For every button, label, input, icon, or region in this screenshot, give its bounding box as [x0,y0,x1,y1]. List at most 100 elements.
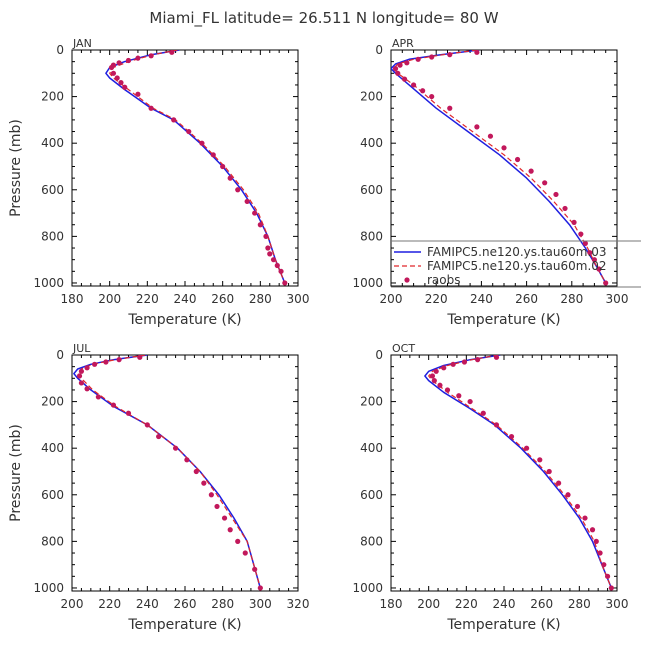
raobs-point [148,105,154,111]
y-axis-label: Pressure (mb) [8,119,24,217]
x-tick-label: 240 [470,292,493,306]
legend-entry-label: raobs [427,273,461,287]
raobs-point [244,198,250,205]
raobs-point [429,54,435,60]
y-tick-label: 200 [360,90,383,104]
raobs-point [235,187,241,193]
raobs-point [257,585,263,591]
y-tick-label: 800 [41,534,64,548]
x-axis-label: Temperature (K) [127,617,241,633]
raobs-point [135,91,141,97]
series-line-tau60m-03 [105,50,286,284]
y-tick-label: 200 [41,395,64,409]
raobs-point [76,373,83,379]
raobs-point [474,50,480,55]
x-tick-label: 260 [515,292,538,306]
raobs-point [582,515,588,521]
plot-area [391,50,609,286]
x-tick-label: 280 [211,597,234,611]
x-tick-label: 200 [61,597,84,611]
raobs-point [270,257,277,263]
y-tick-label: 0 [56,348,64,362]
raobs-point [265,245,271,251]
raobs-point [467,398,473,405]
panel-label: APR [392,37,414,50]
figure-title: Miami_FL latitude= 26.511 N longitude= 8… [149,9,498,28]
raobs-point [474,124,480,130]
raobs-point [593,538,599,544]
raobs-point [214,503,220,510]
raobs-point [144,422,150,428]
raobs-point [242,550,248,556]
x-tick-label: 300 [606,292,629,306]
raobs-point [433,368,439,374]
y-axis-label: Pressure (mb) [8,424,24,522]
y-tick-label: 600 [360,183,383,197]
raobs-point [411,82,417,88]
series-line-tau60m-02 [428,355,612,589]
raobs-point [148,53,154,59]
raobs-point [156,433,162,440]
y-tick-label: 600 [41,488,64,502]
raobs-point [480,410,486,416]
raobs-point [597,550,603,556]
y-tick-label: 600 [41,183,64,197]
raobs-point [415,56,421,62]
raobs-point [397,62,403,68]
raobs-point [199,140,205,146]
raobs-point [461,359,468,365]
y-tick-label: 400 [360,441,383,455]
x-tick-label: 260 [211,292,234,306]
plot-area [424,355,614,591]
series-line-tau60m-02 [109,50,286,284]
raobs-point [420,88,426,94]
x-tick-label: 320 [287,597,310,611]
raobs-point [562,205,568,212]
raobs-point [186,128,192,135]
raobs-point [172,445,179,451]
raobs-point [546,468,552,475]
y-tick-label: 0 [375,43,383,57]
x-tick-label: 200 [417,597,440,611]
raobs-point [574,503,581,510]
x-tick-label: 240 [493,597,516,611]
raobs-point [589,527,596,533]
legend: FAMIPC5.ne120.ys.tau60m.03FAMIPC5.ne120.… [391,240,641,288]
y-tick-label: 1000 [352,276,383,290]
x-tick-label: 280 [568,597,591,611]
raobs-point [591,257,598,263]
raobs-point [171,117,177,123]
raobs-point [257,222,263,228]
raobs-point [193,468,199,475]
raobs-point [493,355,500,360]
y-tick-label: 800 [41,229,64,243]
raobs-point [578,231,584,237]
raobs-point [78,380,85,386]
raobs-point [487,133,494,139]
legend-swatch-marker [404,277,410,283]
x-tick-label: 260 [530,597,553,611]
plot-area [105,50,288,286]
raobs-point [441,365,447,371]
raobs-point [447,52,453,58]
x-tick-label: 200 [380,292,403,306]
x-tick-label: 220 [425,292,448,306]
raobs-point [263,233,269,239]
raobs-point [501,145,507,151]
raobs-point [122,84,128,90]
panel-label: OCT [392,342,415,355]
raobs-point [267,251,273,257]
x-tick-label: 240 [136,597,159,611]
raobs-point [404,60,410,66]
y-tick-label: 0 [56,43,64,57]
x-tick-label: 300 [249,597,272,611]
raobs-point [493,422,500,428]
raobs-point [125,410,132,416]
plot-area [73,355,263,591]
raobs-point [108,64,115,71]
y-tick-label: 200 [360,395,383,409]
raobs-point [431,378,437,384]
series-line-tau60m-03 [391,50,607,284]
raobs-point [110,402,117,408]
